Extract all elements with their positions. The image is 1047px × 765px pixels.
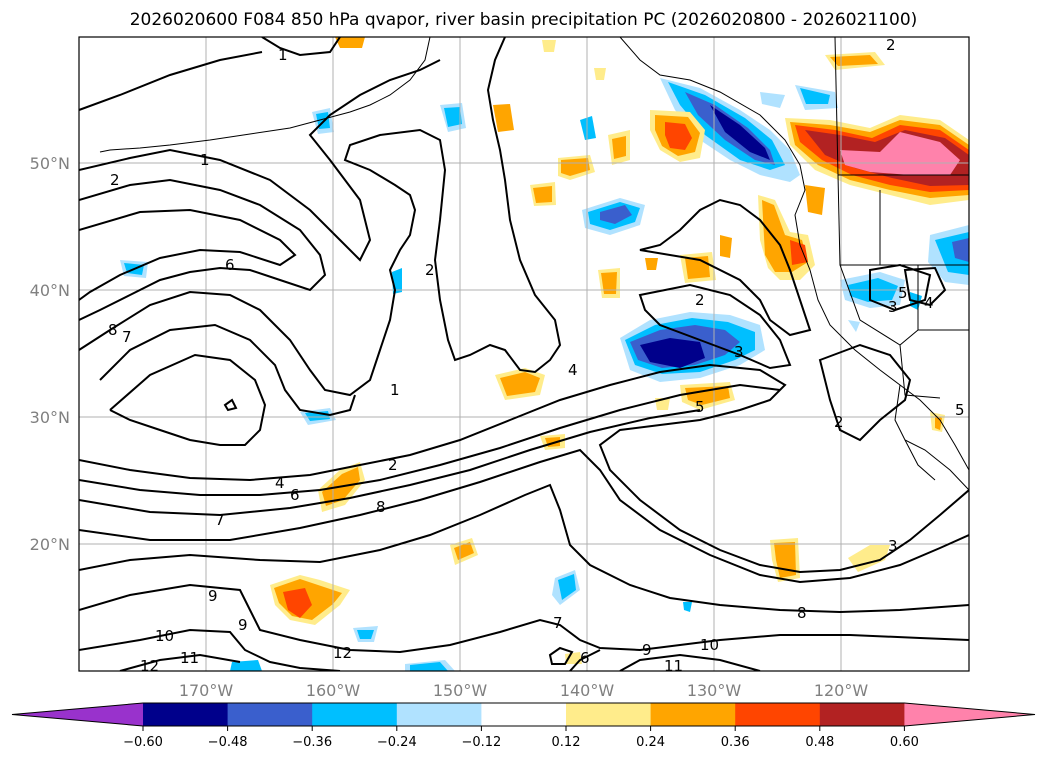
contour-label: 2 bbox=[110, 171, 120, 189]
contour-label: 6 bbox=[580, 649, 590, 667]
map-frame bbox=[78, 36, 970, 672]
contour-label: 5 bbox=[955, 401, 965, 419]
contour-label: 6 bbox=[290, 486, 300, 504]
contour-label: 9 bbox=[238, 616, 248, 634]
contour-label: 7 bbox=[122, 328, 132, 346]
colorbar-swatch bbox=[227, 703, 313, 726]
lon-label: 140°W bbox=[560, 681, 615, 700]
contour-label: 4 bbox=[275, 474, 285, 492]
contour-label: 6 bbox=[225, 256, 235, 274]
contour-label: 11 bbox=[664, 657, 683, 675]
contour-label: 4 bbox=[924, 294, 934, 312]
contour-label: 2 bbox=[695, 291, 705, 309]
contour-label: 2 bbox=[425, 261, 435, 279]
map-title: 2026020600 F084 850 hPa qvapor, river ba… bbox=[129, 10, 918, 30]
colorbar-swatch bbox=[396, 703, 482, 726]
contour-label: 1 bbox=[200, 151, 210, 169]
contour-label: 11 bbox=[180, 649, 199, 667]
lon-label: 160°W bbox=[306, 681, 361, 700]
contour-label: 9 bbox=[642, 641, 652, 659]
lon-label: 120°W bbox=[814, 681, 869, 700]
colorbar-swatch bbox=[143, 703, 229, 726]
lon-label: 130°W bbox=[687, 681, 742, 700]
colorbar-swatch bbox=[312, 703, 398, 726]
colorbar bbox=[11, 702, 1036, 727]
contour-label: 2 bbox=[388, 456, 398, 474]
lon-label: 170°W bbox=[179, 681, 234, 700]
contour-label: 3 bbox=[888, 298, 898, 316]
coastlines bbox=[99, 37, 969, 491]
contour-label: 9 bbox=[208, 587, 218, 605]
contour-label: 12 bbox=[333, 644, 352, 662]
lon-label: 150°W bbox=[433, 681, 488, 700]
colorbar-tick-label: −0.12 bbox=[461, 735, 501, 750]
contour-label: 12 bbox=[140, 657, 159, 675]
colorbar-swatch bbox=[481, 703, 567, 726]
contour-label: 3 bbox=[734, 343, 744, 361]
lat-label: 50°N bbox=[30, 154, 70, 173]
colorbar-tick-label: 0.24 bbox=[636, 735, 665, 750]
contour-label: 8 bbox=[108, 321, 118, 339]
contour-label: 1 bbox=[278, 46, 288, 64]
contour-label: 1 bbox=[390, 381, 400, 399]
colorbar-tick-label: −0.60 bbox=[123, 735, 163, 750]
colorbar-tick-label: 0.36 bbox=[721, 735, 750, 750]
humidity-contours bbox=[79, 37, 969, 671]
latitude-labels: 50°N 40°N 30°N 20°N bbox=[30, 154, 70, 554]
contour-label: 7 bbox=[553, 614, 563, 632]
lat-label: 20°N bbox=[30, 535, 70, 554]
contour-label: 10 bbox=[700, 636, 719, 654]
map-panel: 1 2 2 1 2 6 2 8 7 1 4 3 2 3 5 4 2 4 6 8 … bbox=[79, 36, 969, 675]
colorbar-tick-label: 0.12 bbox=[552, 735, 581, 750]
colorbar-tick-label: −0.36 bbox=[292, 735, 332, 750]
colorbar-tick-label: −0.24 bbox=[377, 735, 417, 750]
colorbar-extend-low bbox=[12, 703, 143, 726]
contour-label: 3 bbox=[888, 537, 898, 555]
contour-label: 5 bbox=[898, 284, 908, 302]
contour-label: 2 bbox=[886, 36, 896, 54]
colorbar-tick-label: −0.48 bbox=[208, 735, 248, 750]
lat-label: 40°N bbox=[30, 281, 70, 300]
contour-label: 10 bbox=[155, 627, 174, 645]
contour-labels: 1 2 2 1 2 6 2 8 7 1 4 3 2 3 5 4 2 4 6 8 … bbox=[108, 36, 965, 675]
contour-label: 8 bbox=[376, 498, 386, 516]
colorbar-extend-high bbox=[904, 703, 1035, 726]
contour-label: 2 bbox=[834, 413, 844, 431]
colorbar-swatch bbox=[819, 703, 905, 726]
colorbar-swatch bbox=[735, 703, 821, 726]
lat-label: 30°N bbox=[30, 408, 70, 427]
colorbar-tick-label: 0.60 bbox=[890, 735, 919, 750]
colorbar-ticks: −0.60 −0.48 −0.36 −0.24 −0.12 0.12 0.24 0.36 0.4… bbox=[123, 726, 919, 750]
colorbar-swatch bbox=[566, 703, 652, 726]
colorbar-tick-label: 0.48 bbox=[805, 735, 834, 750]
contour-label: 7 bbox=[215, 511, 225, 529]
contour-label: 5 bbox=[695, 398, 705, 416]
contour-label: 8 bbox=[797, 604, 807, 622]
longitude-labels: 170°W 160°W 150°W 140°W 130°W 120°W bbox=[179, 681, 869, 700]
colorbar-swatch bbox=[650, 703, 736, 726]
contour-label: 4 bbox=[568, 361, 578, 379]
